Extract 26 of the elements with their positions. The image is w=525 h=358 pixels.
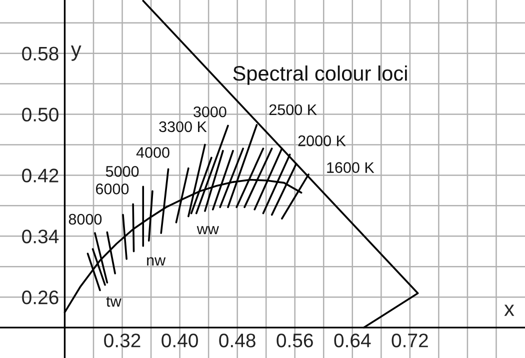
x-tick-label: 0.32 xyxy=(104,334,140,348)
annotation: 3300 K xyxy=(159,121,207,132)
x-tick-label: 0.56 xyxy=(276,334,313,348)
annotation: Spectral colour loci xyxy=(233,65,407,85)
y-tick-label: 0.50 xyxy=(22,108,58,122)
annotation: 2000 K xyxy=(298,135,346,146)
annotation: 4000 xyxy=(136,147,170,158)
annotation: 6000 xyxy=(96,184,129,194)
annotation: tw xyxy=(106,296,122,307)
y-tick-label: 0.42 xyxy=(22,168,58,182)
x-axis-title: x xyxy=(504,304,514,316)
x-tick-label: 0.40 xyxy=(162,334,198,348)
annotation: 3000 xyxy=(194,106,226,118)
y-tick-label: 0.34 xyxy=(22,230,59,244)
annotation: 1600 K xyxy=(327,162,374,173)
x-tick-label: 0.64 xyxy=(334,334,371,348)
annotation: nw xyxy=(147,257,166,266)
x-tick-label: 0.48 xyxy=(219,334,256,348)
y-axis-title: y xyxy=(70,46,82,61)
annotation: 2500 K xyxy=(269,104,317,116)
annotation: 5000 xyxy=(106,166,139,177)
y-tick-label: 0.58 xyxy=(22,46,58,61)
annotation: ww xyxy=(196,226,219,234)
y-tick-label: 0.26 xyxy=(22,290,58,304)
annotation: 8000 xyxy=(68,214,102,225)
x-tick-label: 0.72 xyxy=(392,334,428,348)
